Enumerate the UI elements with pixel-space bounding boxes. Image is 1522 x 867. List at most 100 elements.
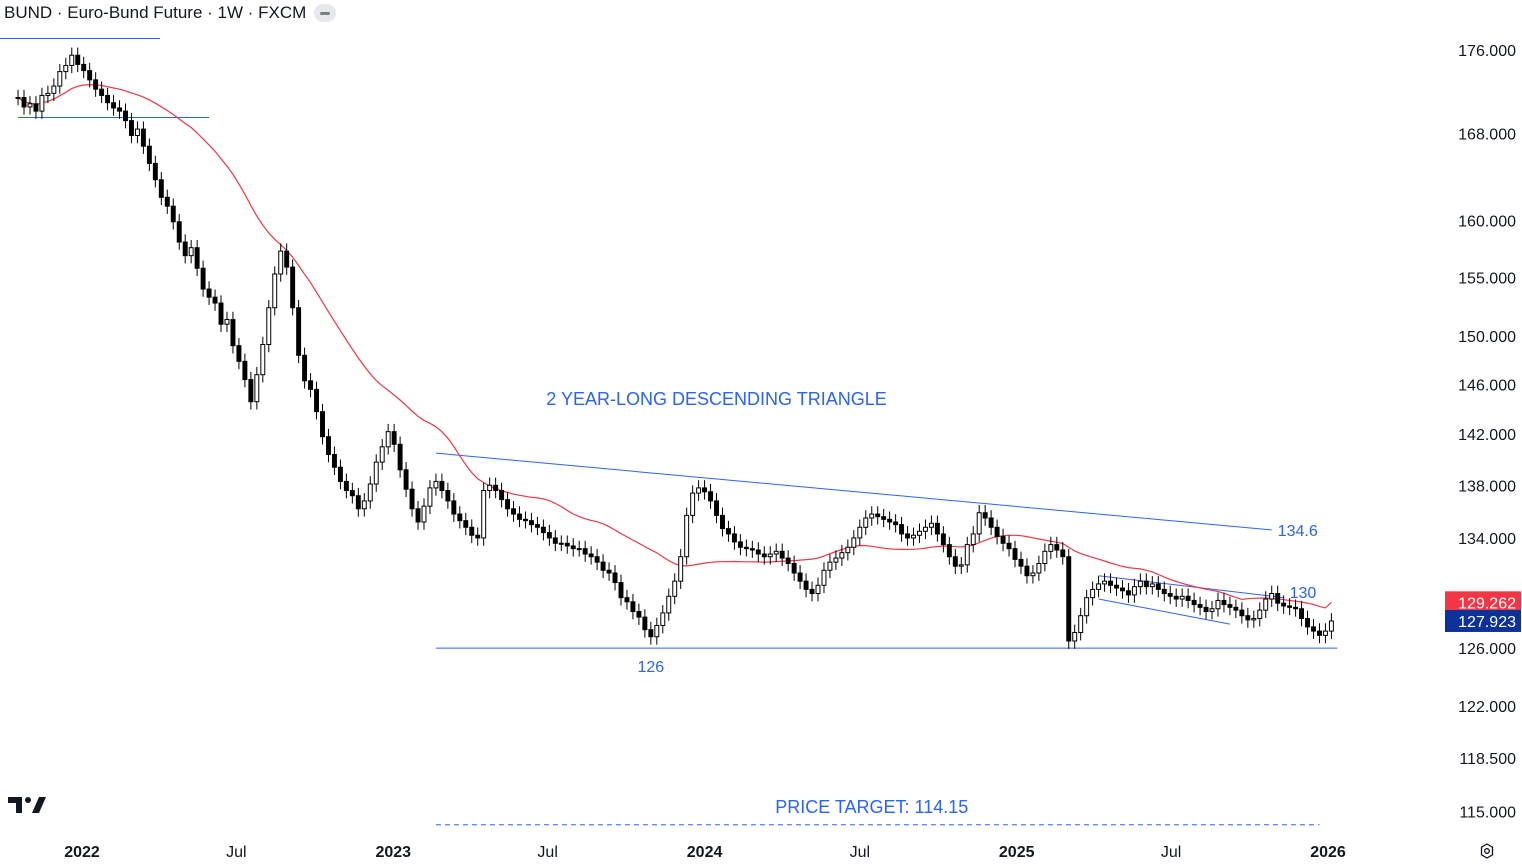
- candle-body: [988, 517, 994, 528]
- candle-body: [158, 179, 164, 198]
- candle-body: [182, 241, 188, 257]
- x-tick-label: Jul: [226, 844, 246, 861]
- candle-body: [1245, 615, 1251, 621]
- candle-body: [702, 487, 708, 493]
- candle-body: [803, 580, 809, 590]
- x-tick-label: 2022: [64, 844, 100, 861]
- y-tick-label: 150.000: [1458, 329, 1516, 346]
- header-underline: [0, 38, 160, 39]
- gear-icon[interactable]: [1478, 842, 1496, 860]
- candle-body: [1096, 583, 1102, 590]
- candle-body: [1114, 584, 1119, 589]
- candle-body: [302, 354, 308, 382]
- moving-average-line: [17, 83, 1332, 609]
- candle-body: [934, 522, 940, 535]
- candle-body: [1131, 586, 1137, 596]
- candle-body: [606, 569, 612, 574]
- candle-body: [21, 97, 27, 108]
- candle-body: [690, 492, 696, 516]
- candle-body: [320, 411, 325, 438]
- candle-body: [696, 487, 702, 494]
- candle-body: [170, 205, 176, 223]
- candle-body: [940, 533, 946, 546]
- candle-body: [284, 250, 290, 268]
- candle-body: [469, 526, 475, 536]
- candle-body: [1203, 606, 1209, 613]
- candle-body: [863, 517, 869, 528]
- candle-body: [534, 524, 540, 528]
- candle-body: [594, 556, 600, 563]
- y-tick-label: 115.000: [1459, 805, 1516, 822]
- candle-body: [642, 616, 648, 631]
- candle-body: [134, 128, 140, 136]
- candle-body: [922, 526, 928, 532]
- candle-body: [87, 70, 93, 81]
- pattern-title-label: 2 YEAR-LONG DESCENDING TRIANGLE: [546, 389, 886, 409]
- trendlines: [18, 116, 1338, 826]
- candle-body: [51, 85, 57, 94]
- channel-upper-line: [1098, 575, 1284, 599]
- chart-title: BUND · Euro-Bund Future · 1W · FXCM: [4, 3, 307, 22]
- x-tick-label: Jul: [850, 844, 870, 861]
- minus-pill-icon[interactable]: [314, 4, 337, 22]
- candle-body: [1173, 595, 1179, 600]
- candle-body: [379, 446, 385, 463]
- candle-body: [451, 500, 457, 515]
- candle-body: [714, 500, 719, 516]
- candle-body: [93, 79, 99, 90]
- candle-body: [278, 250, 284, 275]
- candle-body: [1072, 632, 1078, 642]
- candle-body: [367, 483, 373, 502]
- candle-body: [809, 588, 815, 595]
- candle-body: [797, 572, 803, 582]
- candle-body: [1305, 617, 1311, 628]
- y-axis: 115.000 118.500 122.000 126.000 134.000 138.0…: [1458, 43, 1516, 821]
- candle-body: [1322, 630, 1328, 636]
- candle-body: [206, 288, 212, 298]
- candle-body: [1179, 595, 1185, 600]
- candle-body: [893, 521, 899, 526]
- candle-body: [1078, 615, 1084, 634]
- candle-body: [917, 530, 922, 536]
- candle-body: [952, 556, 958, 567]
- candle-body: [349, 489, 355, 497]
- candle-body: [296, 307, 302, 356]
- candle-body: [230, 318, 236, 347]
- candle-body: [887, 518, 893, 523]
- candle-body: [905, 533, 911, 539]
- candle-body: [164, 196, 170, 207]
- candle-body: [152, 162, 158, 181]
- candle-body: [499, 489, 505, 501]
- candle-body: [1299, 608, 1305, 619]
- candle-body: [421, 505, 427, 523]
- candle-body: [445, 489, 451, 502]
- candle-body: [654, 624, 660, 638]
- candle-body: [415, 508, 421, 523]
- candle-body: [1048, 544, 1054, 552]
- x-tick-label: 2025: [999, 844, 1035, 861]
- candle-body: [427, 487, 433, 507]
- candle-body: [684, 514, 690, 558]
- candle-body: [523, 518, 528, 522]
- candle-body: [194, 247, 200, 269]
- candle-body: [1108, 580, 1113, 586]
- candle-body: [1155, 583, 1161, 590]
- candle-body: [81, 63, 87, 72]
- candle-body: [1257, 609, 1263, 619]
- candle-body: [385, 431, 391, 448]
- candle-body: [648, 629, 654, 638]
- candle-body: [409, 488, 415, 510]
- candle-body: [439, 480, 445, 491]
- candle-body: [857, 526, 863, 539]
- candle-body: [737, 541, 743, 548]
- x-axis: 2022 Jul 2023 Jul 2024 Jul 2025 Jul 2026: [64, 844, 1346, 861]
- candle-body: [624, 597, 630, 603]
- candle-body: [343, 480, 349, 491]
- y-tick-label: 118.500: [1459, 751, 1516, 768]
- candle-body: [290, 266, 296, 309]
- candle-body: [546, 532, 552, 539]
- candle-body: [755, 549, 761, 555]
- candle-body: [1215, 599, 1221, 610]
- candle-body: [678, 556, 684, 582]
